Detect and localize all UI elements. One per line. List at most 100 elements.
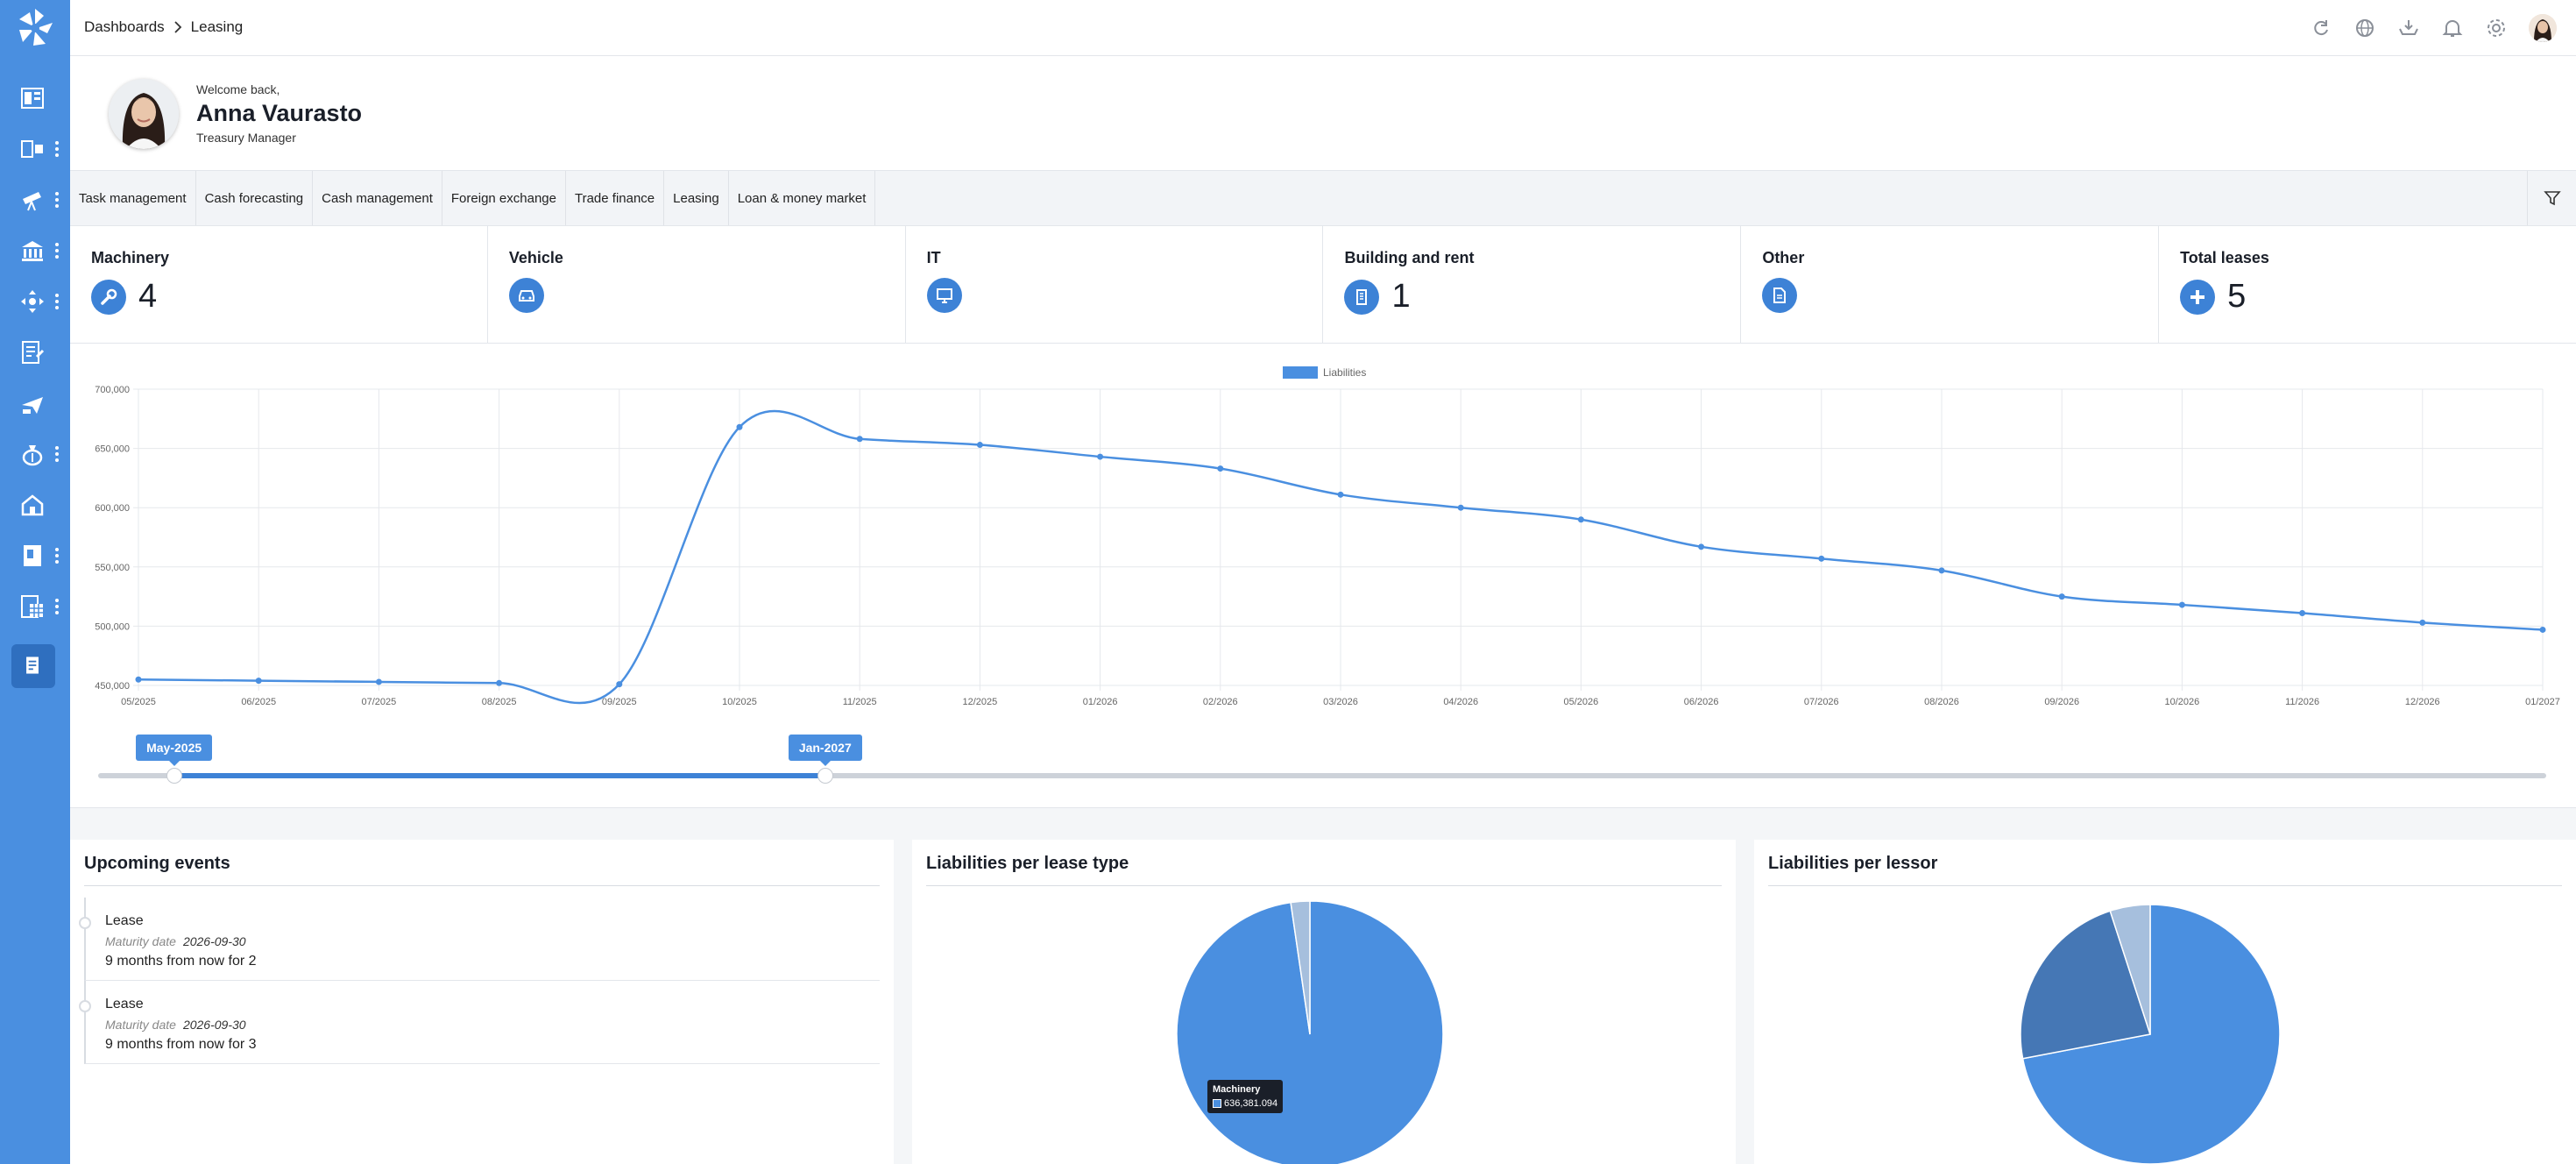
nav-dashboard[interactable] xyxy=(0,73,70,124)
money-bag-icon xyxy=(22,445,43,466)
tab-cash-forecasting[interactable]: Cash forecasting xyxy=(196,171,314,225)
top-bar: Dashboards Leasing xyxy=(70,0,2576,56)
breadcrumb-root[interactable]: Dashboards xyxy=(84,18,165,35)
data-point xyxy=(2058,593,2065,600)
kpi-machinery[interactable]: Machinery 4 xyxy=(70,226,488,343)
pie-slice xyxy=(2020,910,2151,1060)
event-meta: Maturity date 2026-09-30 xyxy=(105,934,880,948)
pie-slice xyxy=(1290,900,1311,1035)
kpi-building-rent[interactable]: Building and rent 1 xyxy=(1323,226,1742,343)
arrows-move-icon xyxy=(21,290,44,313)
app-logo-icon[interactable] xyxy=(14,7,56,49)
tab-trade-finance[interactable]: Trade finance xyxy=(566,171,665,225)
more-dots-icon[interactable] xyxy=(54,241,60,260)
data-point xyxy=(1337,491,1344,498)
x-tick-label: 01/2026 xyxy=(1083,697,1118,707)
kpi-title: IT xyxy=(926,249,941,266)
data-point xyxy=(375,678,382,685)
chart-legend[interactable]: Liabilities xyxy=(1283,366,1366,379)
globe-icon[interactable] xyxy=(2353,17,2376,39)
more-dots-icon[interactable] xyxy=(54,190,60,209)
user-avatar-image xyxy=(2529,14,2557,42)
tab-cash-management[interactable]: Cash management xyxy=(313,171,442,225)
x-tick-label: 09/2025 xyxy=(602,697,637,707)
tab-foreign-exchange[interactable]: Foreign exchange xyxy=(442,171,566,225)
nav-tables[interactable] xyxy=(0,581,70,632)
kpi-total-leases[interactable]: Total leases 5 xyxy=(2159,226,2576,343)
x-tick-label: 09/2026 xyxy=(2044,697,2079,707)
nav-cash[interactable] xyxy=(0,124,70,174)
tooltip-value: 636,381.094 xyxy=(1224,1098,1278,1109)
house-hand-icon xyxy=(21,494,44,516)
slider-start-label: May-2025 xyxy=(136,735,213,766)
chevron-right-icon xyxy=(174,21,181,33)
tab-leasing[interactable]: Leasing xyxy=(664,171,729,225)
x-tick-label: 11/2026 xyxy=(2285,697,2319,707)
nav-documents[interactable] xyxy=(0,530,70,581)
more-dots-icon[interactable] xyxy=(54,546,60,565)
kpi-other[interactable]: Other xyxy=(1741,226,2160,343)
x-tick-label: 11/2025 xyxy=(843,697,877,707)
kpi-vehicle[interactable]: Vehicle xyxy=(488,226,906,343)
plane-icon xyxy=(22,397,43,414)
more-dots-icon[interactable] xyxy=(54,444,60,464)
lease-document-icon xyxy=(26,657,39,674)
slider-end-handle[interactable] xyxy=(817,768,833,784)
lessor-panel: Liabilities per lessor xyxy=(1754,840,2576,1164)
y-tick-label: 600,000 xyxy=(95,503,130,514)
welcome-section: Welcome back, Anna Vaurasto Treasury Man… xyxy=(70,56,2576,170)
event-item[interactable]: Lease Maturity date 2026-09-30 9 months f… xyxy=(79,981,880,1064)
kpi-title: Total leases xyxy=(2180,249,2269,266)
filter-button[interactable] xyxy=(2527,171,2576,225)
liabilities-line-chart: 450,000 500,000 550,000 600,000 650,000 700,0… xyxy=(95,385,2560,707)
nav-transfers[interactable] xyxy=(0,276,70,327)
nav-reports[interactable] xyxy=(0,327,70,378)
data-point xyxy=(2299,610,2306,617)
date-range-slider[interactable] xyxy=(98,768,2546,784)
tab-task-management[interactable]: Task management xyxy=(70,171,196,225)
user-role: Treasury Manager xyxy=(196,131,296,145)
slider-start-handle[interactable] xyxy=(166,768,182,784)
inbox-download-icon[interactable] xyxy=(2397,17,2420,39)
nav-bank[interactable] xyxy=(0,225,70,276)
welcome-text: Welcome back, Anna Vaurasto Treasury Man… xyxy=(196,82,362,145)
nav-loans[interactable] xyxy=(0,429,70,479)
dashboard-icon xyxy=(21,88,44,109)
y-tick-label: 500,000 xyxy=(95,621,130,632)
more-dots-icon[interactable] xyxy=(54,139,60,159)
slider-end-label: Jan-2027 xyxy=(788,735,862,766)
settings-icon[interactable] xyxy=(2485,17,2508,39)
nav-trade[interactable] xyxy=(0,378,70,429)
kpi-it[interactable]: IT xyxy=(906,226,1324,343)
data-point xyxy=(496,679,503,686)
nav-real-estate[interactable] xyxy=(0,479,70,530)
panel-title: Upcoming events xyxy=(84,854,230,873)
tab-loan-money-market[interactable]: Loan & money market xyxy=(737,190,867,206)
event-item[interactable]: Lease Maturity date 2026-09-30 9 months f… xyxy=(79,898,880,981)
data-point xyxy=(1577,516,1584,523)
nav-leasing[interactable] xyxy=(0,641,70,692)
bell-icon[interactable] xyxy=(2441,17,2464,39)
kpi-title: Vehicle xyxy=(508,249,563,266)
data-point xyxy=(2178,601,2185,608)
breadcrumb: Dashboards Leasing xyxy=(84,18,243,36)
user-avatar[interactable] xyxy=(2529,14,2557,42)
event-type: Lease xyxy=(105,913,144,928)
more-dots-icon[interactable] xyxy=(54,597,60,616)
divider xyxy=(926,885,1722,886)
more-dots-icon[interactable] xyxy=(54,292,60,311)
bottom-widgets: Upcoming events Lease Maturity date 2026-… xyxy=(70,808,2576,1164)
nav-telescope[interactable] xyxy=(0,174,70,225)
tab-list: Task management Cash forecasting Cash ma… xyxy=(70,171,876,225)
x-tick-label: 12/2025 xyxy=(963,697,998,707)
x-tick-label: 06/2025 xyxy=(241,697,276,707)
wrench-icon xyxy=(91,279,126,315)
data-point xyxy=(1938,567,1945,574)
refresh-icon[interactable] xyxy=(2310,17,2332,39)
bank-icon xyxy=(22,241,43,261)
panel-title: Liabilities per lease type xyxy=(926,854,1129,873)
monitor-icon xyxy=(926,278,962,313)
data-point xyxy=(1217,465,1224,472)
profile-photo xyxy=(109,79,179,149)
y-tick-label: 700,000 xyxy=(95,385,130,395)
